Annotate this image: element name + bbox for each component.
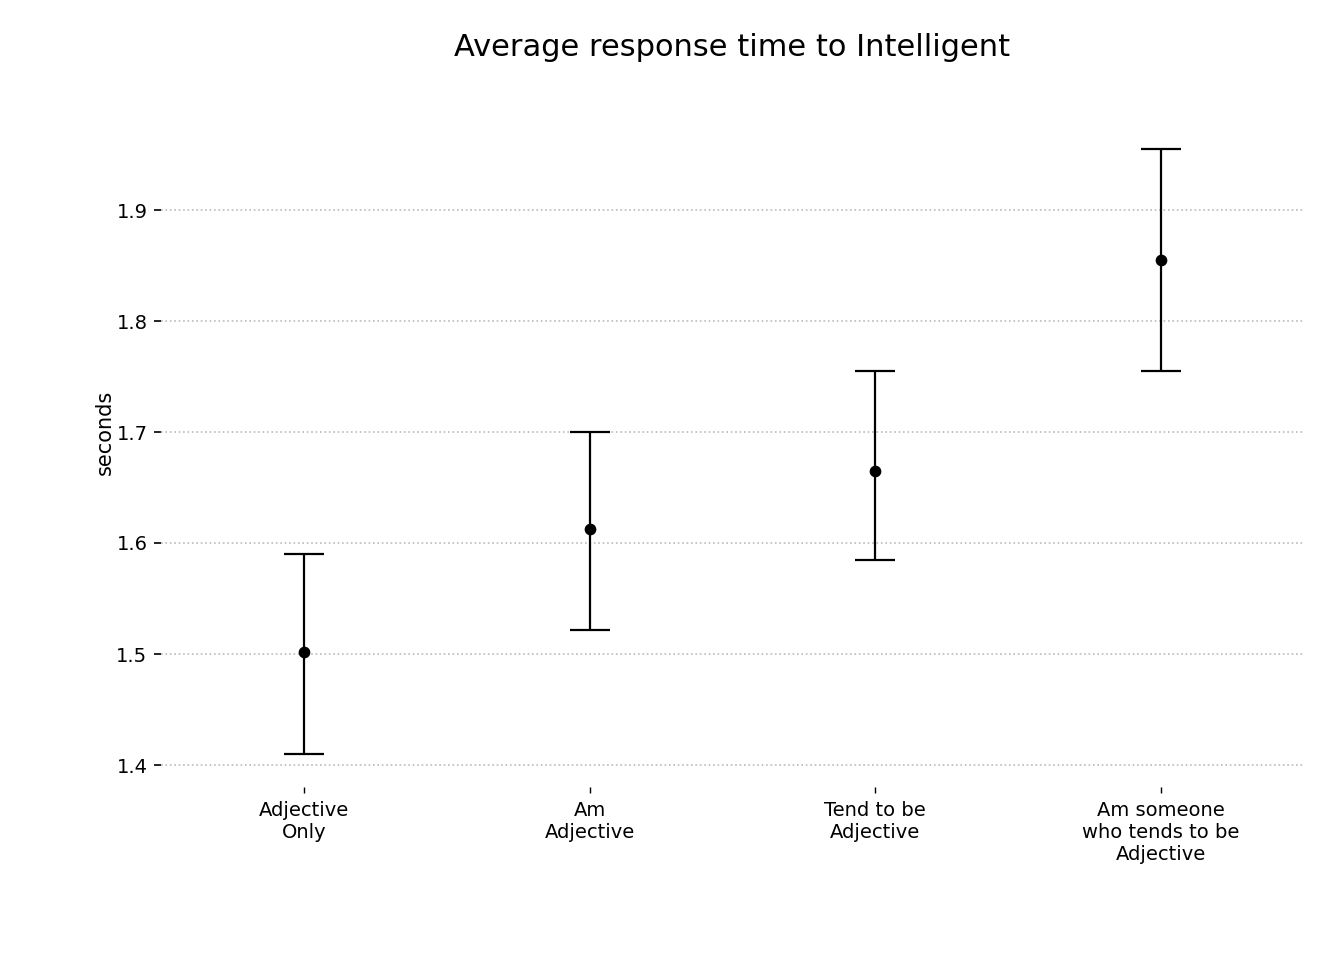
Point — [1150, 252, 1172, 268]
Point — [579, 521, 601, 537]
Title: Average response time to Intelligent: Average response time to Intelligent — [454, 33, 1011, 62]
Point — [864, 463, 886, 478]
Y-axis label: seconds: seconds — [95, 390, 116, 474]
Point — [293, 644, 314, 660]
